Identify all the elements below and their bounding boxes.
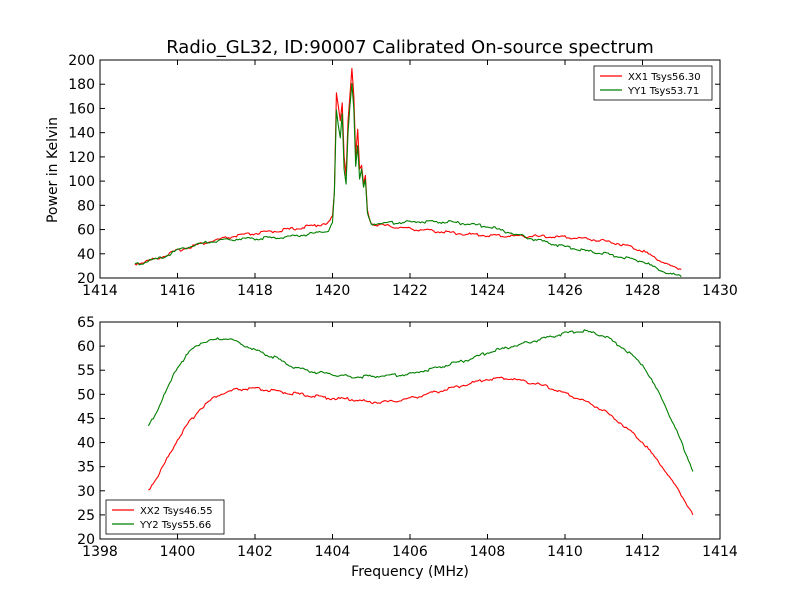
x-tick-label: 1410: [547, 544, 583, 560]
y-tick-label: 40: [77, 247, 95, 263]
y-tick-label: 40: [77, 436, 95, 452]
y-tick-label: 55: [77, 363, 95, 379]
x-tick-label: 1398: [82, 544, 118, 560]
y-tick-label: 180: [68, 77, 95, 93]
bottom-plot: 1398 1400 1402 1404 1406 1408 1410 1412 1414 20 25…: [77, 315, 738, 560]
x-tick-label: 1422: [392, 283, 428, 299]
y-tick-label: 30: [77, 484, 95, 500]
y-tick-label: 80: [77, 198, 95, 214]
x-axis-label: Frequency (MHz): [351, 564, 469, 580]
y-tick-label: 60: [77, 223, 95, 239]
y-tick-label: 100: [68, 174, 95, 190]
x-tick-label: 1430: [702, 283, 738, 299]
legend-label: YY2 Tsys55.66: [139, 520, 211, 531]
x-tick-label: 1408: [470, 544, 506, 560]
x-tick-label: 1414: [702, 544, 738, 560]
legend-box: [105, 499, 225, 535]
y-tick-label: 50: [77, 387, 95, 403]
x-tick-label: 1418: [237, 283, 273, 299]
x-tick-label: 1426: [547, 283, 583, 299]
y-tick-label: 20: [77, 271, 95, 287]
x-tick-label: 1406: [392, 544, 428, 560]
y-tick-label: 35: [77, 460, 95, 476]
y-tick-label: 120: [68, 150, 95, 166]
top-plot: 1414 1416 1418 1420 1422 1424 1426 1428 1430 20 40…: [68, 53, 738, 299]
y-tick-label: 20: [77, 532, 95, 548]
x-tick-label: 1400: [160, 544, 196, 560]
series-line-1-1: [134, 67, 682, 271]
y-tick-label: 65: [77, 315, 95, 331]
chart-title: Radio_GL32, ID:90007 Calibrated On-sourc…: [166, 37, 654, 58]
x-tick-label: 1416: [160, 283, 196, 299]
y-axis-label: Power in Kelvin: [45, 117, 61, 223]
y-tick-label: 25: [77, 508, 95, 524]
legend-label: YY1 Tsys53.71: [627, 86, 699, 97]
x-tick-label: 1414: [82, 283, 118, 299]
y-tick-label: 200: [68, 53, 95, 69]
series-line-1-2: [134, 83, 682, 278]
y-tick-label: 60: [77, 339, 95, 355]
y-tick-label: 45: [77, 411, 95, 427]
series-line-2-1: [148, 376, 694, 516]
y-tick-label: 140: [68, 126, 95, 142]
x-tick-label: 1428: [625, 283, 661, 299]
legend-label: XX1 Tsys56.30: [628, 72, 701, 83]
x-tick-label: 1404: [315, 544, 351, 560]
y-tick-label: 160: [68, 101, 95, 117]
series-line-2-2: [147, 329, 694, 472]
x-tick-label: 1420: [315, 283, 351, 299]
legend-box: [593, 65, 713, 101]
x-tick-label: 1424: [470, 283, 506, 299]
x-tick-label: 1402: [237, 544, 273, 560]
legend-label: XX2 Tsys46.55: [140, 506, 213, 517]
x-tick-label: 1412: [625, 544, 661, 560]
